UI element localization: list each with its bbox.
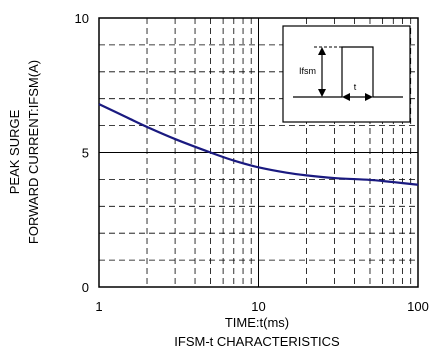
y-tick-label: 0	[82, 280, 89, 295]
y-tick-label: 10	[75, 11, 89, 26]
y-tick-label: 5	[82, 146, 89, 161]
series-line	[98, 103, 419, 186]
inset-pulse	[293, 46, 403, 98]
x-tick-label: 1	[95, 299, 102, 314]
x-tick-label: 100	[407, 299, 429, 314]
x-tick-label: 10	[251, 299, 265, 314]
y-axis-label-line-2: FORWARD CURRENT:IFSM(A)	[26, 60, 41, 244]
x-axis-label: TIME:t(ms)	[225, 315, 289, 330]
inset-ifsm-label: Ifsm	[299, 66, 316, 76]
y-axis-label-line-1: PEAK SURGE	[7, 109, 22, 194]
inset-t-label: t	[354, 82, 357, 92]
inset-box	[282, 25, 411, 123]
inset-diagram: Ifsm t	[282, 25, 411, 123]
inset-ifsm-arrow-up	[318, 47, 326, 55]
inset-ifsm-arrow-down	[318, 89, 326, 97]
inset-t-arrow-left	[342, 93, 350, 101]
tick-labels: 1 10 100 0 5 10	[75, 11, 429, 314]
inset-t-arrow-right	[365, 93, 373, 101]
plot-frame	[98, 17, 419, 288]
chart-title: IFSM-t CHARACTERISTICS	[174, 334, 340, 349]
